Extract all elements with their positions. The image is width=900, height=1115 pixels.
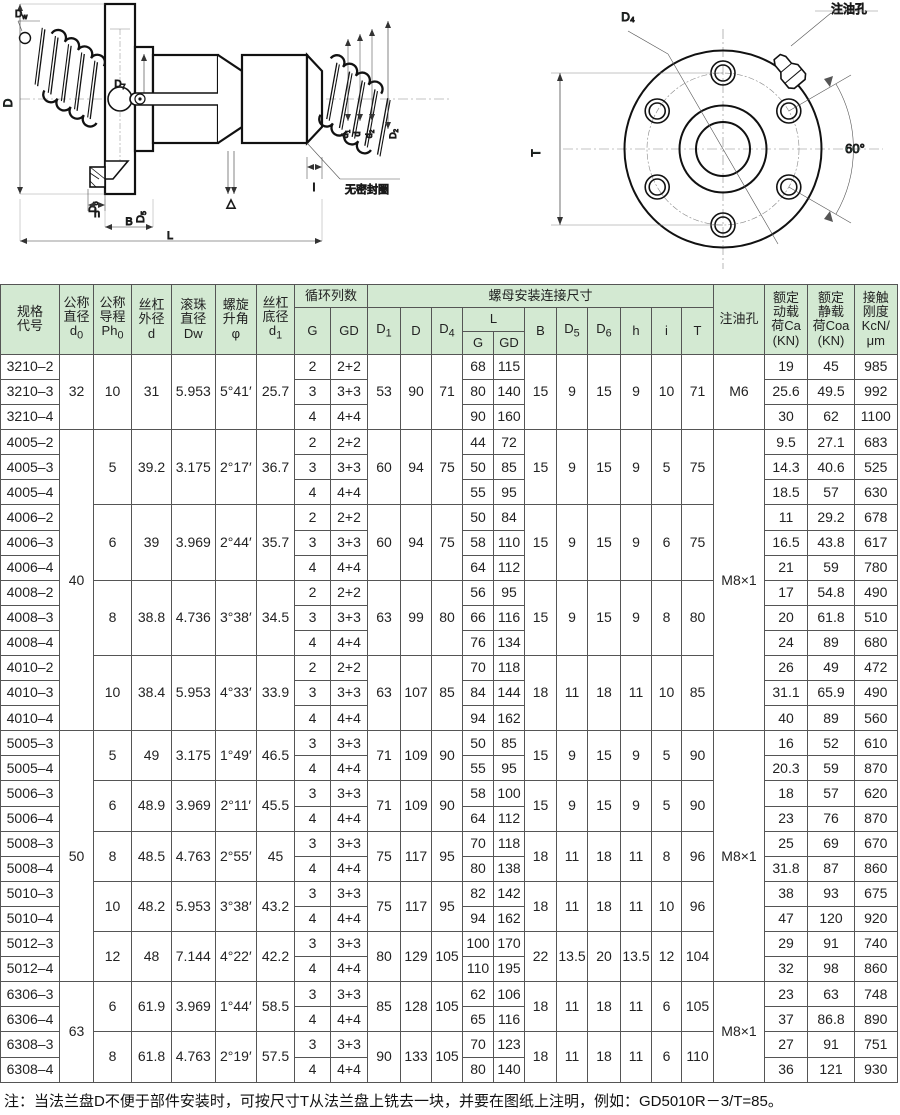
svg-text:D₄: D₄ bbox=[621, 10, 635, 24]
svg-text:D: D bbox=[1, 98, 15, 107]
svg-text:i: i bbox=[313, 182, 315, 194]
svg-text:Dw: Dw bbox=[15, 9, 28, 21]
svg-text:D2: D2 bbox=[388, 128, 400, 139]
svg-text:T: T bbox=[529, 149, 543, 157]
svg-text:无密封圈: 无密封圈 bbox=[345, 182, 389, 196]
svg-text:D5: D5 bbox=[135, 211, 148, 223]
svg-text:d: d bbox=[352, 131, 362, 136]
svg-text:L: L bbox=[167, 230, 173, 242]
svg-text:d1: d1 bbox=[340, 129, 352, 138]
svg-text:B: B bbox=[125, 216, 132, 228]
svg-text:△: △ bbox=[226, 196, 236, 210]
svg-text:h: h bbox=[94, 208, 100, 220]
svg-text:60°: 60° bbox=[845, 141, 865, 156]
svg-text:d2: d2 bbox=[364, 129, 376, 138]
svg-text:注油孔: 注油孔 bbox=[831, 1, 867, 16]
